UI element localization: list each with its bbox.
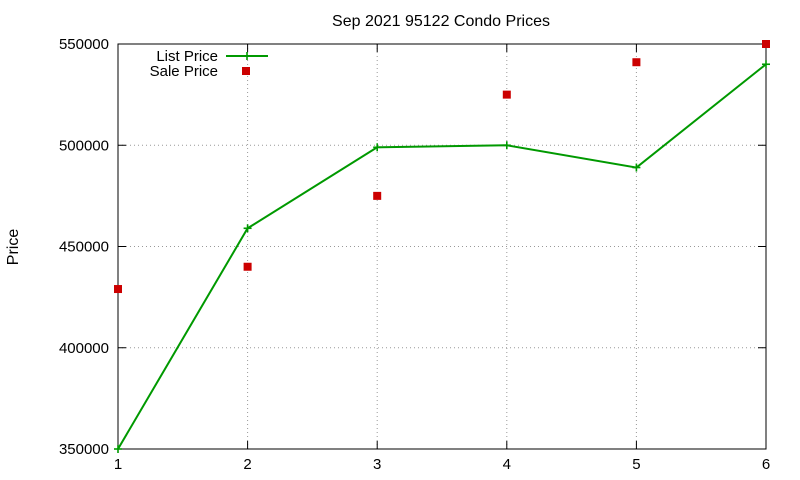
x-tick-label: 2 <box>243 456 251 473</box>
list-price-point <box>762 60 770 69</box>
list-price-line <box>117 63 767 450</box>
axis-ticks: 350000 400000 450000 500000 550000 1 2 3 4 5 6 <box>59 36 770 473</box>
chart-title: Sep 2021 95122 Condo Prices <box>332 13 550 30</box>
series <box>114 40 770 453</box>
sale-price-point <box>502 90 511 99</box>
legend-marker-list-price <box>243 52 251 60</box>
y-axis-label: Price <box>5 229 22 266</box>
x-tick-label: 3 <box>373 456 381 473</box>
y-tick-label: 450000 <box>59 239 109 256</box>
sale-price-point <box>243 262 252 271</box>
legend-label-list-price: List Price <box>156 48 218 65</box>
sale-price-point <box>373 191 382 200</box>
x-tick-label: 1 <box>114 456 122 473</box>
sale-price-point <box>114 285 122 294</box>
y-tick-label: 400000 <box>59 340 109 357</box>
legend-label-sale-price: Sale Price <box>150 63 218 80</box>
y-tick-label: 550000 <box>59 36 109 53</box>
x-tick-label: 6 <box>762 456 770 473</box>
list-price-point <box>373 143 382 152</box>
legend-marker-sale-price <box>242 67 250 75</box>
x-tick-label: 4 <box>503 456 511 473</box>
sale-price-point <box>632 58 641 67</box>
list-price-point <box>114 445 122 453</box>
grid <box>118 44 766 449</box>
y-tick-label: 350000 <box>59 441 109 458</box>
list-price-point <box>243 224 252 233</box>
x-tick-label: 5 <box>632 456 640 473</box>
list-price-point <box>632 163 641 172</box>
y-tick-label: 500000 <box>59 137 109 154</box>
list-price-point <box>502 141 511 150</box>
sale-price-point <box>762 40 770 48</box>
